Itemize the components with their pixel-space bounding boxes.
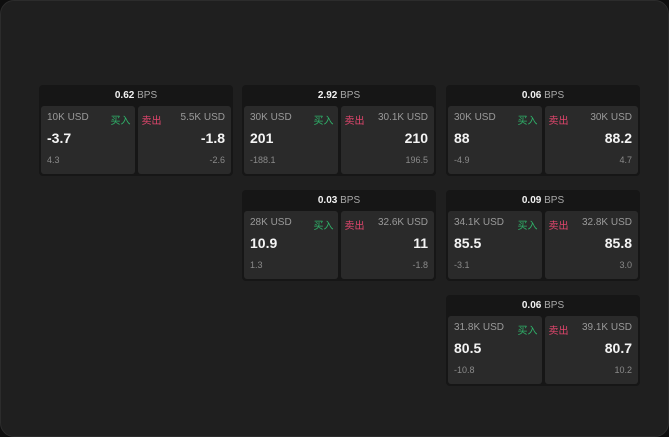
bid-change: 1.3 xyxy=(250,260,263,270)
ask-price: -1.8 xyxy=(200,130,225,146)
spread-header: 0.62 BPS xyxy=(39,85,233,106)
sell-label: 卖出 xyxy=(344,221,365,232)
bid-size: 28K USD xyxy=(250,217,292,228)
bid-change: -3.1 xyxy=(454,260,470,270)
ask-change: 4.7 xyxy=(619,155,632,165)
sell-panel[interactable]: 卖出 32.6K USD 11 -1.8 xyxy=(340,211,434,279)
spread-unit: BPS xyxy=(340,195,361,206)
sell-panel[interactable]: 卖出 39.1K USD 80.7 10.2 xyxy=(544,316,638,384)
ask-price: 210 xyxy=(404,130,428,146)
sell-label: 卖出 xyxy=(548,116,569,127)
spread-unit: BPS xyxy=(544,300,565,311)
sell-panel[interactable]: 卖出 32.8K USD 85.8 3.0 xyxy=(544,211,638,279)
bid-change: -4.9 xyxy=(454,155,470,165)
ask-price: 11 xyxy=(413,235,428,251)
price-widget: 0.62 BPS 10K USD 买入 -3.7 4.3 卖出 5.5K USD… xyxy=(39,85,233,176)
bid-change: 4.3 xyxy=(47,155,60,165)
ask-change: 10.2 xyxy=(614,365,632,375)
sell-label: 卖出 xyxy=(548,221,569,232)
spread-value: 2.92 xyxy=(317,90,338,101)
spread-unit: BPS xyxy=(137,90,158,101)
ask-price: 85.8 xyxy=(604,235,632,251)
ask-size: 5.5K USD xyxy=(180,112,225,123)
bid-size: 30K USD xyxy=(454,112,496,123)
ask-size: 32.6K USD xyxy=(377,217,428,228)
ask-change: 196.5 xyxy=(405,155,428,165)
bid-price: -3.7 xyxy=(47,130,72,146)
ask-price: 80.7 xyxy=(604,340,632,356)
ask-size: 30.1K USD xyxy=(377,112,428,123)
buy-label: 买入 xyxy=(313,116,334,127)
sell-panel[interactable]: 卖出 30.1K USD 210 196.5 xyxy=(340,106,434,174)
bid-price: 85.5 xyxy=(454,235,482,251)
bid-size: 10K USD xyxy=(47,112,89,123)
buy-panel[interactable]: 30K USD 买入 88 -4.9 xyxy=(448,106,542,174)
spread-unit: BPS xyxy=(340,90,361,101)
ask-change: 3.0 xyxy=(619,260,632,270)
sell-label: 卖出 xyxy=(548,326,569,337)
buy-panel[interactable]: 30K USD 买入 201 -188.1 xyxy=(244,106,338,174)
price-widget: 2.92 BPS 30K USD 买入 201 -188.1 卖出 30.1K … xyxy=(242,85,436,176)
bid-size: 34.1K USD xyxy=(454,217,505,228)
spread-header: 0.09 BPS xyxy=(446,190,640,211)
spread-header: 0.06 BPS xyxy=(446,295,640,316)
buy-label: 买入 xyxy=(313,221,334,232)
sell-panel[interactable]: 卖出 30K USD 88.2 4.7 xyxy=(544,106,638,174)
ask-change: -1.8 xyxy=(412,260,428,270)
price-widget: 0.09 BPS 34.1K USD 买入 85.5 -3.1 卖出 32.8K… xyxy=(446,190,640,281)
spread-header: 0.06 BPS xyxy=(446,85,640,106)
sell-label: 卖出 xyxy=(344,116,365,127)
price-widget: 0.06 BPS 31.8K USD 买入 80.5 -10.8 卖出 39.1… xyxy=(446,295,640,386)
ask-size: 39.1K USD xyxy=(581,322,632,333)
ask-size: 30K USD xyxy=(590,112,632,123)
sell-panel[interactable]: 卖出 5.5K USD -1.8 -2.6 xyxy=(137,106,231,174)
spread-value: 0.06 xyxy=(521,90,542,101)
buy-label: 买入 xyxy=(110,116,131,127)
buy-panel[interactable]: 31.8K USD 买入 80.5 -10.8 xyxy=(448,316,542,384)
price-widget: 0.03 BPS 28K USD 买入 10.9 1.3 卖出 32.6K US… xyxy=(242,190,436,281)
buy-label: 买入 xyxy=(517,116,538,127)
bid-price: 201 xyxy=(250,130,274,146)
bid-change: -188.1 xyxy=(250,155,276,165)
bid-price: 88 xyxy=(454,130,470,146)
spread-value: 0.09 xyxy=(521,195,542,206)
bid-size: 30K USD xyxy=(250,112,292,123)
buy-panel[interactable]: 28K USD 买入 10.9 1.3 xyxy=(244,211,338,279)
buy-label: 买入 xyxy=(517,221,538,232)
bid-size: 31.8K USD xyxy=(454,322,505,333)
ask-price: 88.2 xyxy=(604,130,632,146)
price-widget: 0.06 BPS 30K USD 买入 88 -4.9 卖出 30K USD 8… xyxy=(446,85,640,176)
spread-header: 0.03 BPS xyxy=(242,190,436,211)
bid-change: -10.8 xyxy=(454,365,475,375)
spread-value: 0.62 xyxy=(114,90,135,101)
ask-change: -2.6 xyxy=(209,155,225,165)
spread-value: 0.03 xyxy=(317,195,338,206)
ask-size: 32.8K USD xyxy=(581,217,632,228)
buy-label: 买入 xyxy=(517,326,538,337)
buy-panel[interactable]: 10K USD 买入 -3.7 4.3 xyxy=(41,106,135,174)
spread-unit: BPS xyxy=(544,90,565,101)
bid-price: 80.5 xyxy=(454,340,482,356)
spread-header: 2.92 BPS xyxy=(242,85,436,106)
bid-price: 10.9 xyxy=(250,235,278,251)
spread-unit: BPS xyxy=(544,195,565,206)
sell-label: 卖出 xyxy=(141,116,162,127)
spread-value: 0.06 xyxy=(521,300,542,311)
buy-panel[interactable]: 34.1K USD 买入 85.5 -3.1 xyxy=(448,211,542,279)
